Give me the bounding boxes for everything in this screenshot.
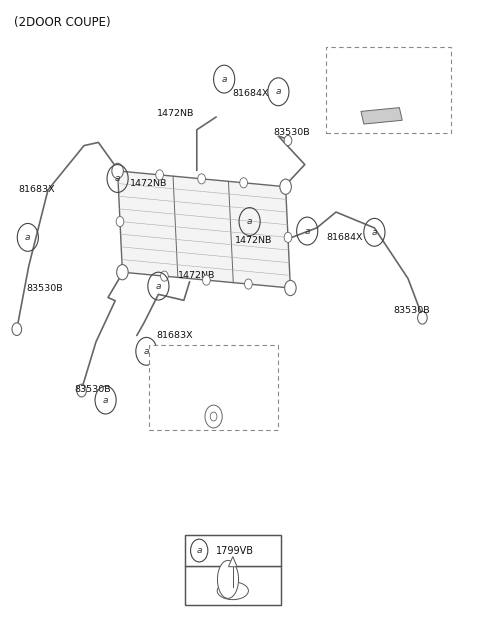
Bar (149, 345, 278, 430)
Circle shape (12, 323, 22, 335)
Polygon shape (228, 556, 237, 567)
Text: a: a (156, 282, 161, 291)
Text: a: a (304, 227, 310, 235)
Text: 1472NB: 1472NB (130, 179, 167, 188)
Circle shape (418, 311, 427, 324)
Text: 83530B: 83530B (26, 284, 63, 292)
Text: a: a (276, 87, 281, 96)
Text: a: a (247, 217, 252, 226)
Text: 84185: 84185 (373, 78, 404, 89)
Circle shape (285, 280, 296, 296)
Text: (W/O SUNROOF): (W/O SUNROOF) (355, 55, 423, 64)
Text: (W/O SUNROOF): (W/O SUNROOF) (180, 353, 248, 361)
Circle shape (284, 135, 292, 146)
Text: a: a (25, 233, 31, 242)
Text: a: a (196, 546, 202, 555)
Text: 81684X: 81684X (233, 89, 269, 98)
Circle shape (210, 412, 217, 421)
Bar (185, 535, 281, 566)
Text: 83530B: 83530B (394, 306, 430, 315)
Text: 81683X: 81683X (19, 185, 55, 194)
Circle shape (280, 179, 291, 194)
Text: 1472NB: 1472NB (157, 110, 194, 118)
Circle shape (205, 405, 222, 428)
Polygon shape (118, 171, 290, 288)
Circle shape (156, 170, 164, 180)
Polygon shape (361, 108, 402, 124)
Text: 83530B: 83530B (274, 128, 310, 137)
Text: 1472NB: 1472NB (235, 236, 273, 245)
Ellipse shape (217, 582, 249, 599)
Circle shape (117, 265, 128, 280)
Bar (185, 566, 281, 605)
Text: 81683X: 81683X (156, 331, 192, 340)
Text: 1799VB: 1799VB (216, 546, 254, 556)
Circle shape (284, 232, 292, 242)
Text: a: a (372, 228, 377, 237)
Bar (326, 47, 451, 133)
Text: a: a (221, 75, 227, 84)
Circle shape (244, 279, 252, 289)
Bar (185, 535, 281, 605)
Polygon shape (217, 560, 239, 598)
Text: 81684X: 81684X (326, 233, 363, 242)
Circle shape (198, 173, 205, 184)
Text: 1472NB: 1472NB (178, 271, 215, 280)
Circle shape (77, 384, 86, 397)
Text: 1731JB: 1731JB (196, 368, 231, 378)
Circle shape (116, 216, 124, 227)
Text: a: a (103, 396, 108, 404)
Text: (2DOOR COUPE): (2DOOR COUPE) (14, 16, 111, 29)
Text: a: a (115, 174, 120, 183)
Circle shape (203, 275, 210, 285)
Text: a: a (144, 347, 149, 356)
Circle shape (160, 271, 168, 281)
Text: 83530B: 83530B (74, 385, 111, 394)
Circle shape (240, 178, 248, 188)
Circle shape (112, 163, 123, 179)
